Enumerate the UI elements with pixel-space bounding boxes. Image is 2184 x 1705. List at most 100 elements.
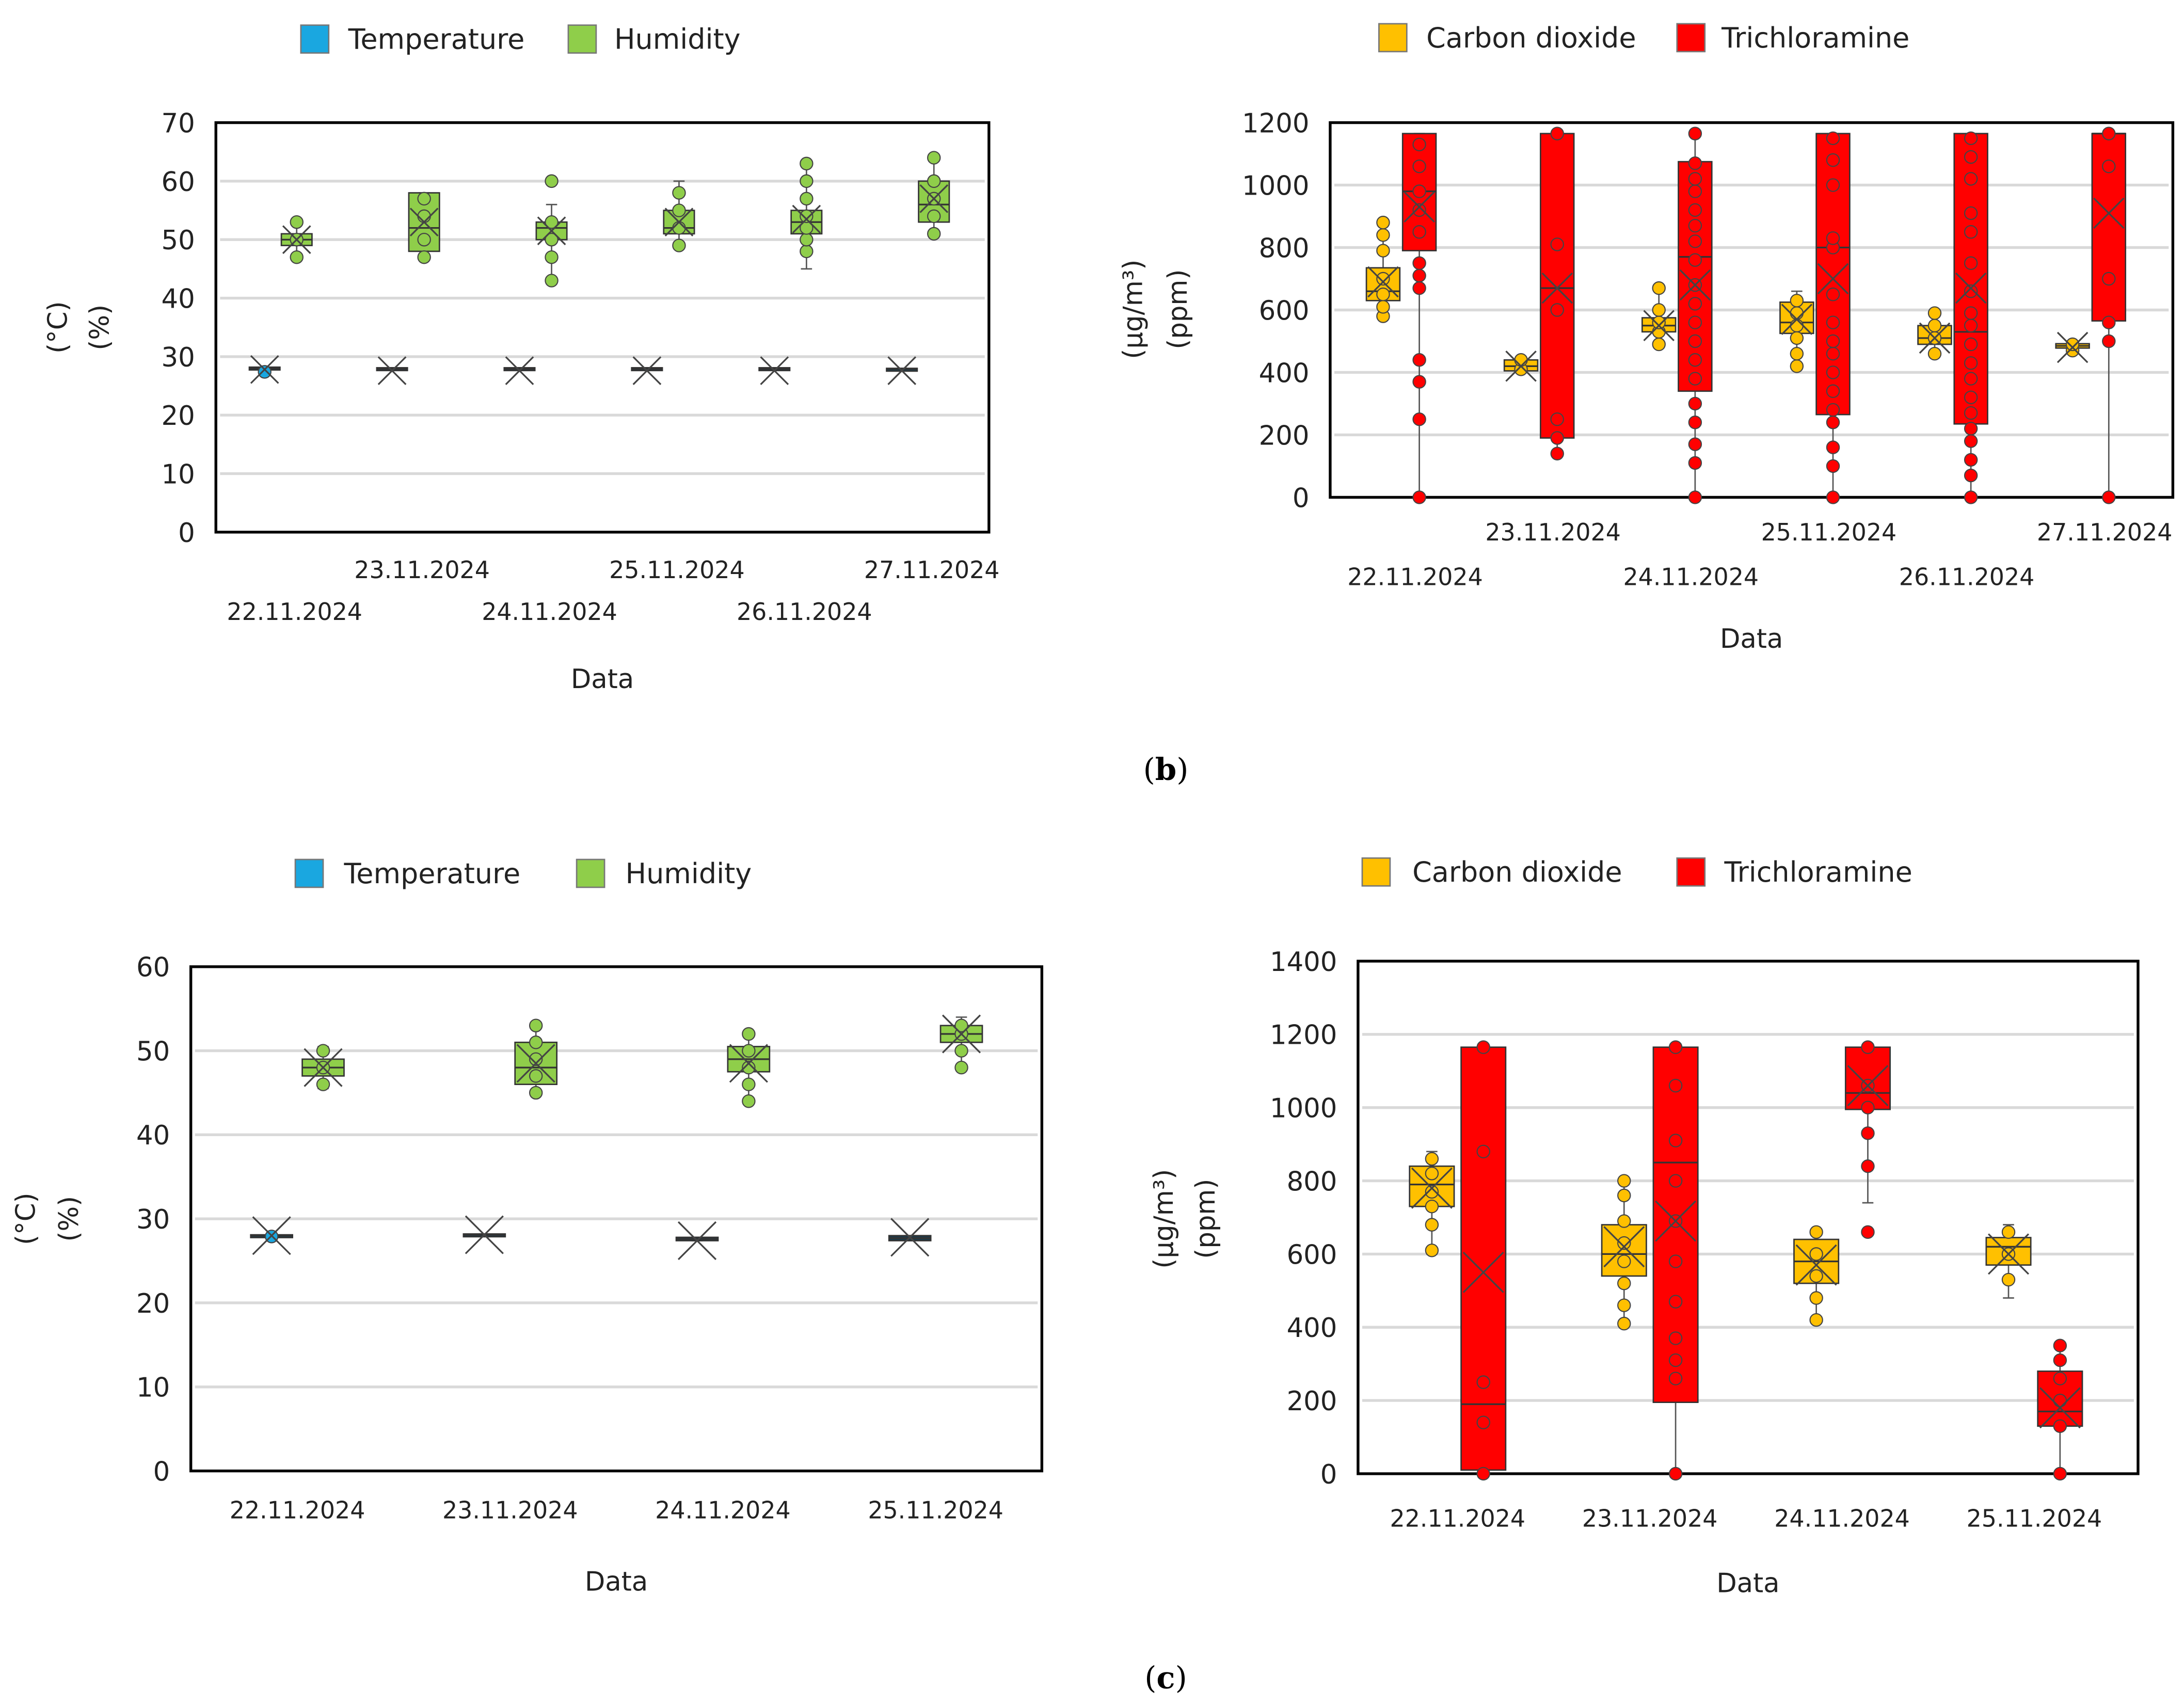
data-point [2053, 1372, 2067, 1385]
data-point [1412, 225, 1426, 239]
box-temperature [248, 355, 281, 384]
data-point [1826, 365, 1840, 379]
data-point [545, 174, 559, 188]
mean-marker [890, 1218, 930, 1257]
data-point [742, 1060, 756, 1075]
data-point [800, 209, 814, 224]
mean-marker [760, 356, 789, 385]
mean-marker [1955, 272, 1987, 304]
y-tick-label: 1400 [1270, 947, 1337, 978]
data-point [1412, 160, 1426, 173]
data-point [954, 1044, 968, 1058]
y-tick-label: 30 [136, 1204, 170, 1235]
box-humidity [514, 1018, 558, 1100]
data-point [417, 233, 431, 247]
box [1460, 1046, 1507, 1471]
data-point [1412, 203, 1426, 217]
data-point [1964, 453, 1978, 467]
data-point [1668, 1331, 1683, 1345]
x-tick-label: 22.11.2024 [1347, 563, 1483, 591]
y-axis-title-line: (µg/m³) [1149, 1169, 1179, 1269]
data-point [1617, 1316, 1631, 1331]
data-point [1964, 468, 1978, 483]
legend-label: Trichloramine [1721, 22, 1909, 54]
mean-marker [409, 208, 439, 237]
data-point [1550, 447, 1564, 460]
data-point [1964, 422, 1978, 436]
data-point [927, 174, 941, 188]
data-point [1550, 431, 1564, 445]
x-tick-label: 24.11.2024 [1623, 563, 1759, 591]
mean-marker [1655, 1200, 1697, 1242]
data-point [927, 151, 941, 165]
y-tick-label: 20 [136, 1288, 170, 1319]
legend-label: Humidity [614, 23, 741, 56]
box [1601, 1224, 1647, 1277]
box-trichloramine [1844, 1040, 1891, 1239]
y-tick-label: 0 [1320, 1459, 1337, 1490]
data-point [1376, 244, 1390, 258]
y-tick-label: 0 [1293, 483, 1310, 514]
y-tick-label: 40 [136, 1120, 170, 1151]
data-point [1412, 184, 1426, 198]
data-point [742, 1027, 756, 1041]
y-tick-label: 20 [162, 401, 195, 432]
data-point [1617, 1254, 1631, 1268]
y-tick-label: 40 [162, 283, 195, 314]
data-point [1790, 359, 1804, 373]
data-point [1964, 172, 1978, 186]
box-carbon-dioxide [1601, 1174, 1647, 1331]
data-point [1476, 1040, 1490, 1054]
chart-c-right: Carbon dioxide Trichloramine 0 200 400 600 800… [1149, 856, 2140, 1599]
data-point [417, 209, 431, 224]
x-tick-label: 23.11.2024 [354, 556, 490, 584]
data-point [1688, 353, 1702, 367]
data-point [2102, 315, 2116, 329]
data-point [1412, 490, 1426, 504]
data-point [1688, 315, 1702, 329]
data-point [1617, 1174, 1631, 1188]
x-tick-label: 22.11.2024 [227, 598, 362, 626]
y-tick-label: 200 [1259, 420, 1310, 451]
y-tick-label: 600 [1287, 1239, 1337, 1270]
data-point [1376, 272, 1390, 286]
x-axis-title: Data [571, 664, 634, 695]
box-trichloramine [2037, 1338, 2083, 1481]
x-axis-title: Data [585, 1567, 648, 1598]
data-point [1964, 490, 1978, 504]
data-point [1376, 288, 1390, 301]
data-point [1826, 153, 1840, 167]
data-point [529, 1052, 543, 1066]
mean-marker [1795, 1244, 1837, 1286]
plot-area [189, 965, 1044, 1473]
data-point [1826, 288, 1840, 301]
data-point [1964, 372, 1978, 386]
data-point [258, 365, 272, 379]
caption-c: (c) [1144, 1660, 1187, 1696]
data-point [1412, 375, 1426, 389]
data-point [1826, 403, 1840, 417]
mean-marker [465, 1215, 504, 1254]
mean-marker [250, 355, 279, 384]
y-axis-title-line: (ppm) [1190, 1179, 1221, 1259]
box-humidity [790, 156, 823, 270]
chart-b-left: Temperature Humidity 0 10 20 30 40 50 60 70 (°C) (%… [43, 23, 1000, 695]
data-point [1964, 356, 1978, 370]
y-axis-title-line: (ppm) [1162, 269, 1193, 349]
data-point [417, 250, 431, 264]
chart-c-left: Temperature Humidity 0 10 20 30 40 50 60 (°C) (%) D… [10, 857, 1044, 1598]
legend-label: Carbon dioxide [1426, 22, 1636, 54]
y-axis-title: (µg/m³) (ppm) [1118, 260, 1193, 359]
y-tick-label: 400 [1259, 358, 1310, 389]
data-point [1412, 353, 1426, 367]
data-point [1425, 1218, 1439, 1232]
box-trichloramine [1401, 133, 1437, 504]
y-tick-label: 600 [1259, 295, 1310, 326]
y-tick-label: 200 [1287, 1386, 1337, 1417]
mean-marker [516, 1044, 555, 1083]
data-point [672, 186, 686, 200]
box-temperature [631, 356, 663, 385]
box-temperature [250, 1216, 294, 1255]
x-tick-label: 24.11.2024 [482, 598, 617, 626]
